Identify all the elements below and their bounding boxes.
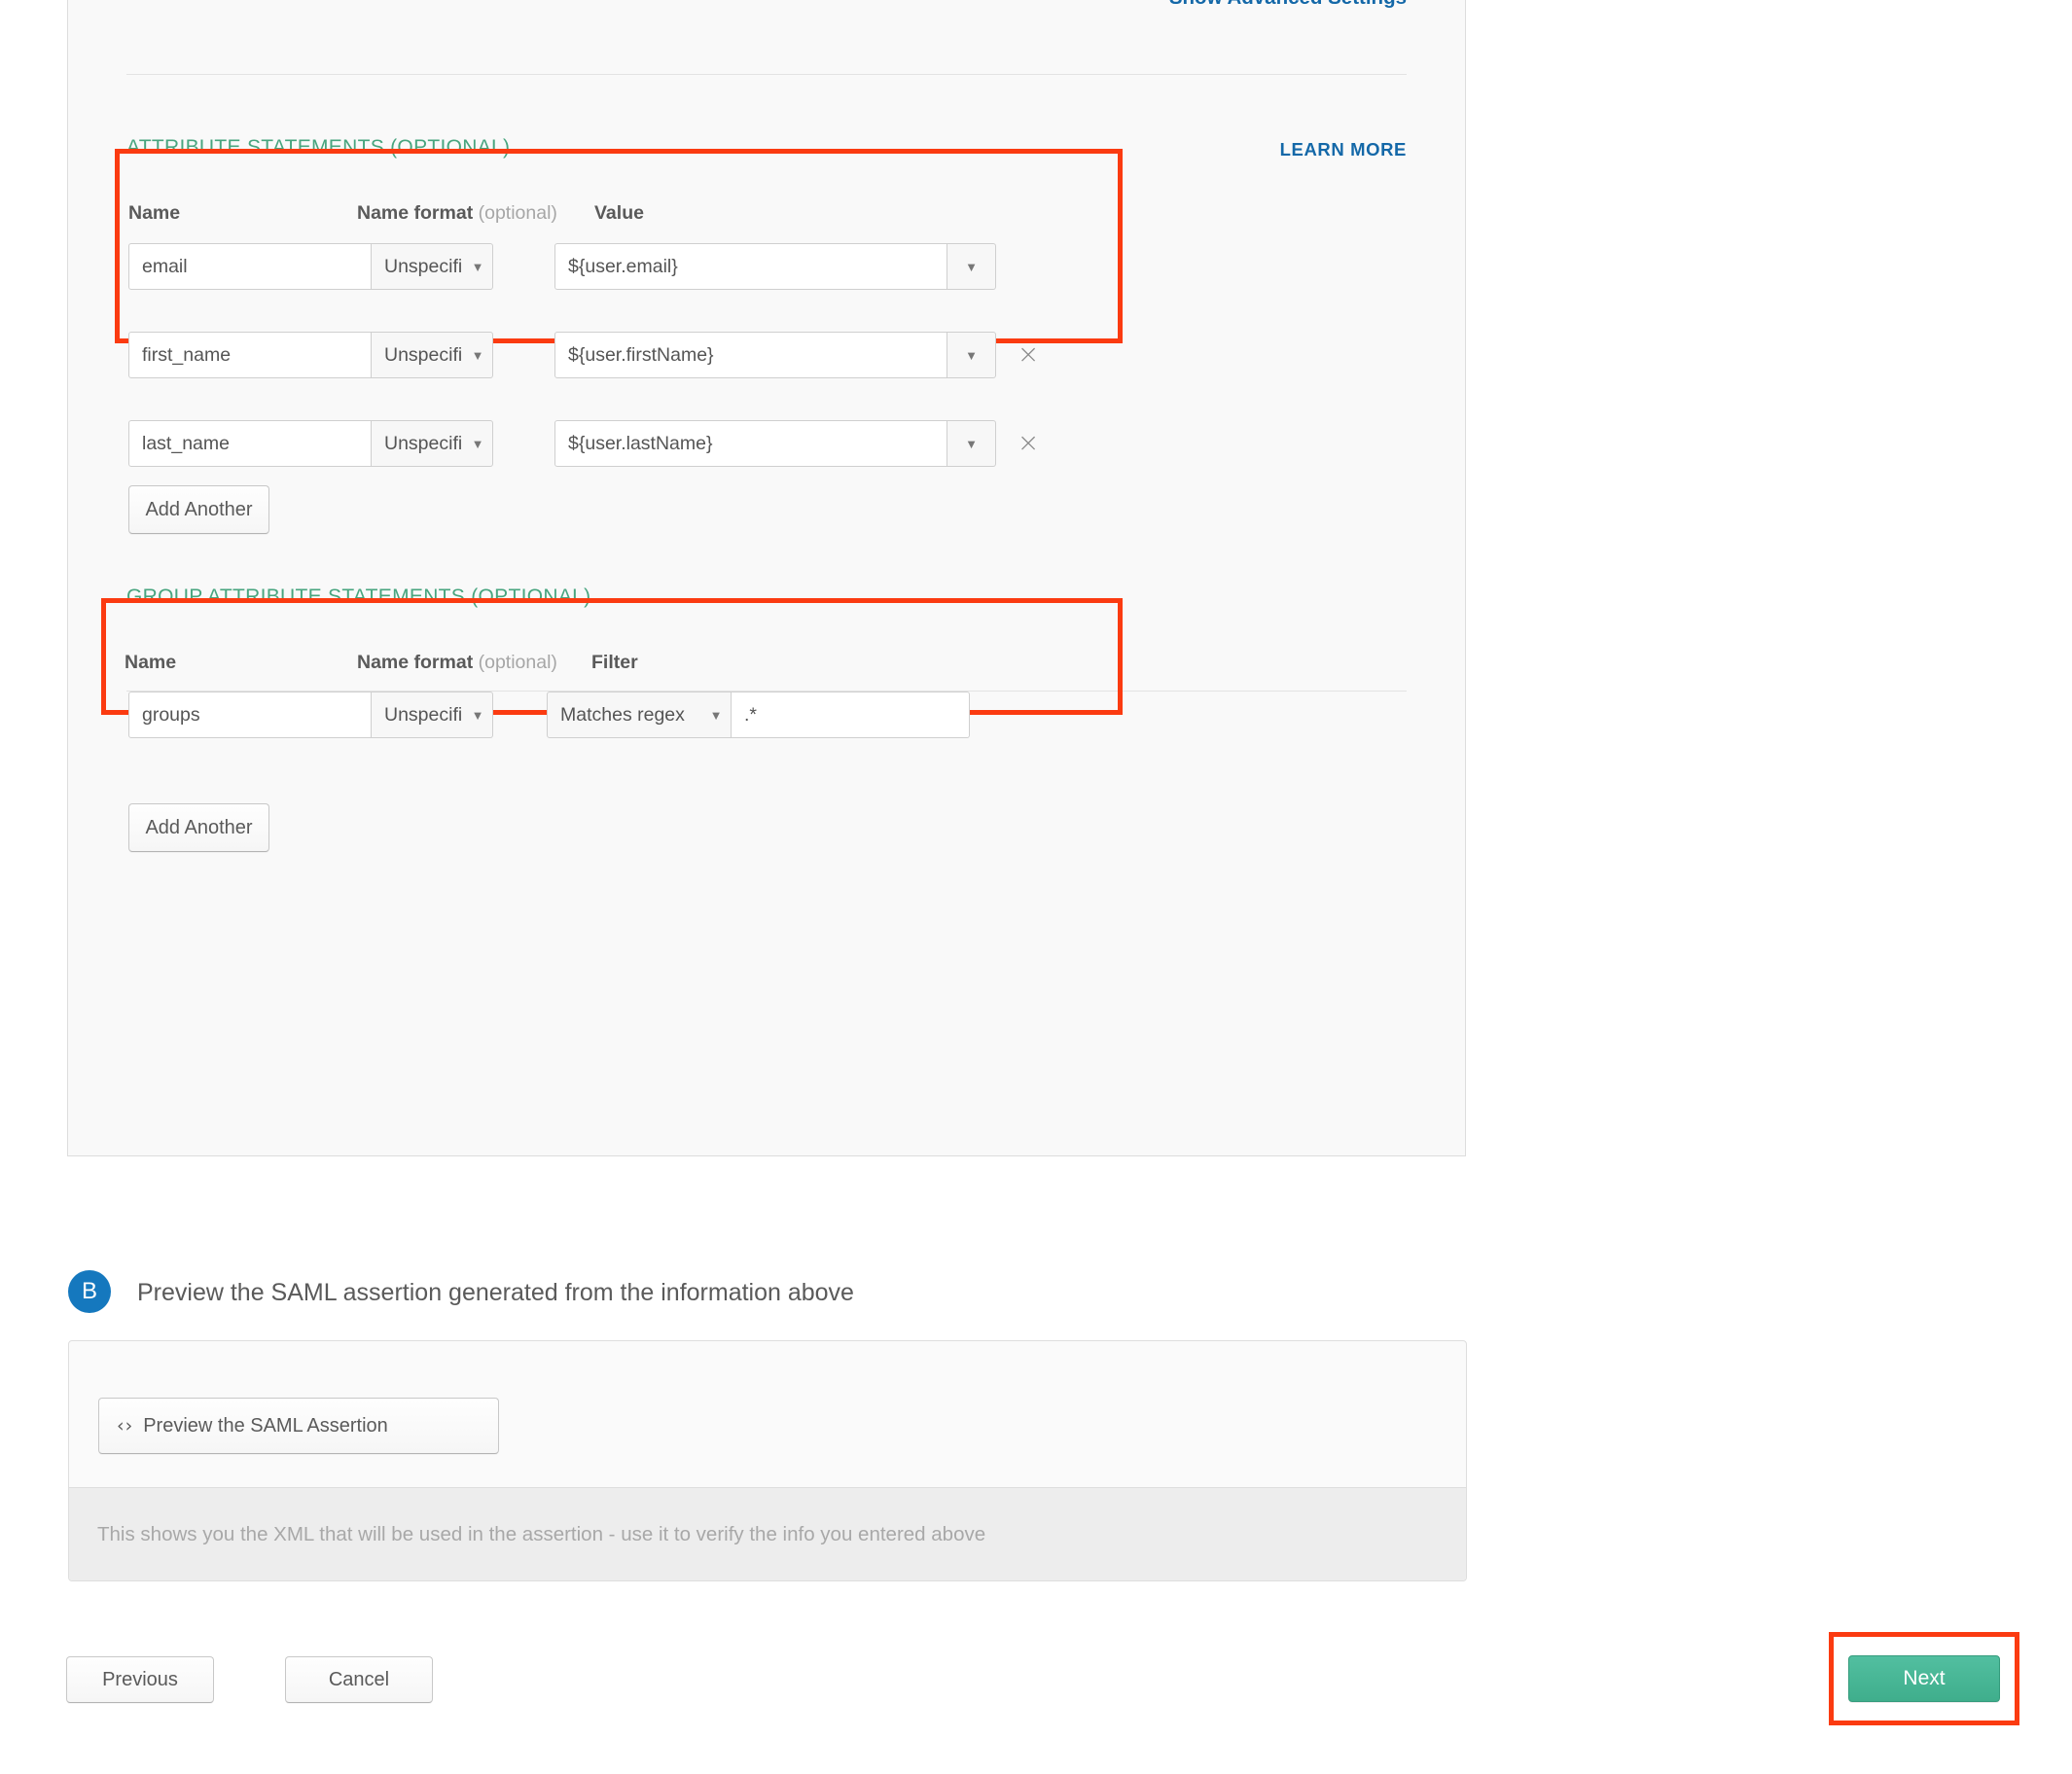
group-attribute-name-format-select[interactable]: Unspecified ▼ <box>372 692 493 738</box>
column-header-value: Value <box>594 202 644 224</box>
chevron-down-icon: ▼ <box>965 436 978 451</box>
add-another-attribute-button[interactable]: Add Another <box>128 485 269 534</box>
show-advanced-settings-link[interactable]: Show Advanced Settings <box>1169 0 1407 10</box>
attribute-statements-heading: ATTRIBUTE STATEMENTS (OPTIONAL) <box>126 136 511 159</box>
column-header-name-format-text: Name format <box>357 652 474 673</box>
group-attribute-statements-heading: GROUP ATTRIBUTE STATEMENTS (OPTIONAL) <box>126 585 591 608</box>
attribute-name-format-select[interactable]: Unspecified ▼ <box>372 243 493 290</box>
chevron-down-icon: ▼ <box>709 707 723 723</box>
attribute-row: Unspecified ▼ ▼ × <box>68 332 1465 378</box>
column-header-name-format: Name format (optional) <box>357 202 557 225</box>
attribute-name-input[interactable] <box>128 243 372 290</box>
divider-middle <box>126 691 1407 692</box>
preview-saml-assertion-label: Preview the SAML Assertion <box>143 1414 388 1437</box>
column-header-filter: Filter <box>591 652 638 673</box>
attribute-value-dropdown-button[interactable]: ▼ <box>947 243 996 290</box>
attribute-name-format-select[interactable]: Unspecified ▼ <box>372 420 493 467</box>
attribute-name-input[interactable] <box>128 420 372 467</box>
step-badge-b: B <box>68 1270 111 1313</box>
preview-saml-assertion-button[interactable]: ‹› Preview the SAML Assertion <box>98 1398 499 1454</box>
attribute-value-dropdown-button[interactable]: ▼ <box>947 420 996 467</box>
chevron-down-icon: ▼ <box>471 707 484 723</box>
group-attribute-row: Unspecified ▼ Matches regex ▼ <box>68 692 1465 738</box>
previous-button[interactable]: Previous <box>66 1656 214 1703</box>
chevron-down-icon: ▼ <box>965 259 978 274</box>
column-header-name-format-text: Name format <box>357 202 474 224</box>
attribute-row: Unspecified ▼ ▼ × <box>68 420 1465 467</box>
chevron-down-icon: ▼ <box>471 436 484 451</box>
group-attribute-table-header: Name Name format (optional) Filter <box>68 652 1465 681</box>
attribute-name-format-select[interactable]: Unspecified ▼ <box>372 332 493 378</box>
chevron-down-icon: ▼ <box>965 347 978 363</box>
chevron-down-icon: ▼ <box>471 259 484 274</box>
group-attribute-name-format-value: Unspecified <box>384 703 463 726</box>
add-another-group-attribute-button[interactable]: Add Another <box>128 803 269 852</box>
divider-top <box>126 74 1407 75</box>
step-badge-label: B <box>81 1278 97 1304</box>
group-filter-type-value: Matches regex <box>560 703 685 726</box>
remove-attribute-row-button[interactable]: × <box>1017 428 1040 458</box>
attribute-name-format-value: Unspecified <box>384 343 463 366</box>
column-header-name: Name <box>128 202 181 224</box>
attribute-table-header: Name Name format (optional) Value <box>68 202 1465 231</box>
group-attribute-name-input[interactable] <box>128 692 372 738</box>
group-filter-type-select[interactable]: Matches regex ▼ <box>547 692 732 738</box>
column-header-name: Name <box>125 652 177 673</box>
saml-settings-panel: Show Advanced Settings ATTRIBUTE STATEME… <box>67 0 1466 1156</box>
attribute-name-format-value: Unspecified <box>384 255 463 277</box>
saml-preview-card-footer: This shows you the XML that will be used… <box>69 1487 1466 1580</box>
attribute-value-input[interactable] <box>554 243 947 290</box>
attribute-value-input[interactable] <box>554 420 947 467</box>
chevron-down-icon: ▼ <box>471 347 484 363</box>
saml-preview-footer-note: This shows you the XML that will be used… <box>97 1522 986 1545</box>
attribute-value-input[interactable] <box>554 332 947 378</box>
code-brackets-icon: ‹› <box>117 1415 134 1437</box>
learn-more-link[interactable]: LEARN MORE <box>1279 139 1407 160</box>
attribute-name-format-value: Unspecified <box>384 432 463 454</box>
attribute-row: Unspecified ▼ ▼ <box>68 243 1465 290</box>
cancel-button[interactable]: Cancel <box>285 1656 433 1703</box>
attribute-value-dropdown-button[interactable]: ▼ <box>947 332 996 378</box>
column-header-name-format: Name format (optional) <box>357 652 557 674</box>
next-button[interactable]: Next <box>1848 1655 2000 1702</box>
column-header-name-format-optional: (optional) <box>478 652 557 673</box>
attribute-name-input[interactable] <box>128 332 372 378</box>
group-filter-value-input[interactable] <box>732 692 970 738</box>
section-b-title: Preview the SAML assertion generated fro… <box>137 1279 854 1306</box>
column-header-name-format-optional: (optional) <box>478 202 557 224</box>
saml-preview-card: ‹› Preview the SAML Assertion This shows… <box>68 1340 1467 1581</box>
remove-attribute-row-button[interactable]: × <box>1017 339 1040 370</box>
